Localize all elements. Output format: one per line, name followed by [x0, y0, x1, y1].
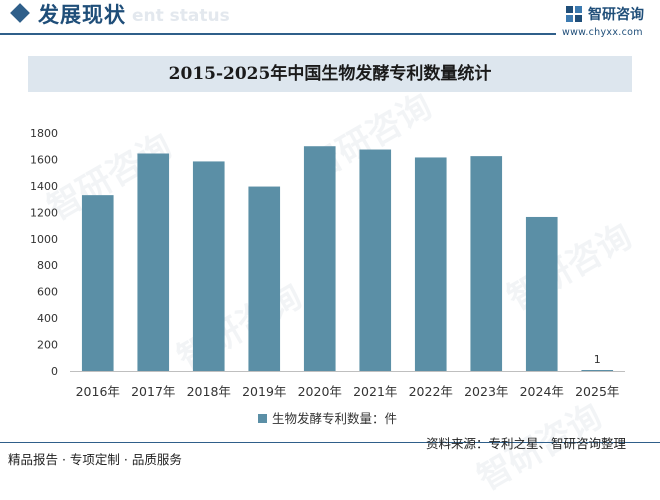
bar [137, 153, 170, 371]
chart-title: 2015-2025年中国生物发酵专利数量统计 [168, 64, 492, 84]
brand-name: 智研咨询 [588, 7, 644, 23]
y-tick-label: 1600 [30, 153, 58, 166]
bar [359, 149, 392, 371]
source-note: 资料来源：专利之星、智研咨询整理 [426, 436, 627, 451]
y-tick-label: 1200 [30, 206, 58, 219]
x-tick-label: 2021年 [353, 384, 397, 399]
x-tick-label: 2017年 [131, 384, 175, 399]
footer-divider [0, 442, 660, 443]
y-tick-label: 400 [37, 312, 58, 325]
y-tick-label: 800 [37, 259, 58, 272]
bar [192, 161, 225, 371]
brand-url: www.chyxx.com [562, 27, 643, 38]
brand-logo: 智研咨询 www.chyxx.com [562, 3, 658, 43]
y-tick-label: 0 [51, 365, 58, 378]
x-tick-label: 2022年 [409, 384, 453, 399]
bar [525, 216, 558, 371]
x-tick-label: 2023年 [464, 384, 508, 399]
bar-chart: 0 200 400 600 800 1000 1200 1400 1600 1800 2016年 20… [30, 127, 625, 426]
y-tick-label: 200 [37, 339, 58, 352]
section-subtitle: ent status [132, 6, 230, 26]
bar [414, 157, 447, 371]
footer-tagline: 精品报告 · 专项定制 · 品质服务 [8, 452, 182, 467]
bar [81, 195, 114, 371]
y-tick-label: 600 [37, 286, 58, 299]
chart-title-band: 2015-2025年中国生物发酵专利数量统计 [28, 56, 632, 92]
y-tick-label: 1400 [30, 180, 58, 193]
y-tick-label: 1000 [30, 233, 58, 246]
legend-label: 生物发酵专利数量：件 [272, 411, 397, 426]
x-tick-label: 2020年 [298, 384, 342, 399]
x-tick-label: 2016年 [76, 384, 120, 399]
y-tick-label: 1800 [30, 127, 58, 140]
bar [581, 370, 614, 371]
logo-icon [566, 6, 582, 22]
bar [248, 186, 281, 371]
bar [303, 146, 336, 371]
legend-swatch [258, 414, 267, 423]
x-tick-label: 2025年 [575, 384, 619, 399]
section-title: 发展现状 [38, 3, 126, 27]
x-tick-label: 2024年 [520, 384, 564, 399]
section-header: ent status 发展现状 智研咨询 www.chyxx.com [0, 0, 660, 46]
x-tick-label: 2019年 [242, 384, 286, 399]
data-label: 1 [594, 353, 601, 366]
header-divider [0, 33, 556, 35]
x-tick-label: 2018年 [187, 384, 231, 399]
bar [470, 156, 503, 371]
